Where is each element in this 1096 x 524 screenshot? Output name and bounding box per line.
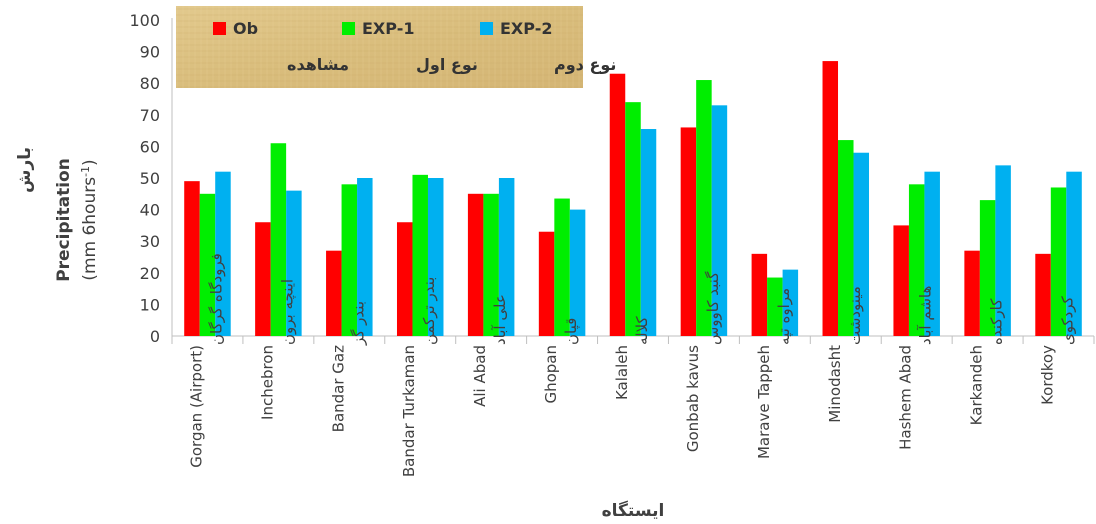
category-label-fa: بندر گز (349, 301, 367, 346)
category-label-en: Inchebron (258, 345, 276, 420)
y-axis-unit-suffix: ) (80, 159, 100, 166)
bar-ob-gonbab-kavus (680, 127, 697, 336)
bar-ob-bandar-turkaman (396, 222, 413, 336)
bar-exp-2-bandar-turkaman (427, 178, 444, 336)
y-tick-label: 50 (140, 169, 160, 188)
legend-label-exp-2: EXP-2 (500, 19, 552, 38)
category-label-fa: مینودشت (846, 286, 864, 345)
category-label-fa: فرودگاه گرگان (208, 253, 226, 345)
y-axis-unit-prefix: (mm 6hours (80, 177, 100, 281)
category-label-en: Minodasht (826, 345, 844, 423)
bar-ob-ghopan (538, 231, 555, 336)
category-label-en: Karkandeh (968, 345, 986, 425)
y-tick-label: 30 (140, 232, 160, 251)
bar-exp-1-gonbab-kavus (696, 80, 712, 336)
bar-exp-1-karkandeh (979, 200, 996, 336)
category-label-fa: هاشم آباد (917, 286, 935, 345)
category-label-fa: کردکوی (1059, 295, 1077, 345)
bar-exp-1-kordkoy (1050, 187, 1067, 336)
y-axis-title-line2: (mm 6hours-1) (79, 159, 100, 280)
y-tick-label: 20 (140, 264, 160, 283)
bar-ob-karkandeh (964, 250, 980, 336)
bar-exp-1-bandar-gaz (341, 184, 358, 336)
category-label-en: Hashem Abad (897, 345, 915, 450)
category-label-fa: قپان (562, 318, 581, 345)
bar-exp-2-minodasht (853, 152, 870, 336)
bar-exp-1-inchebron (270, 143, 287, 336)
bar-exp-1-ali-abad (483, 193, 499, 336)
y-tick-label: 70 (140, 106, 160, 125)
category-label-en: Ghopan (542, 345, 560, 404)
category-label-fa: گنبد کاووس (704, 271, 722, 345)
bar-exp-1-hashem-abad (908, 184, 925, 336)
x-axis-title: ایستگاه (602, 500, 665, 521)
y-axis-title-fa: بارش (15, 147, 35, 193)
bar-exp-2-marave-tappeh (782, 269, 799, 336)
bar-exp-2-bandar-gaz (357, 178, 373, 336)
bar-exp-1-marave-tappeh (767, 277, 783, 336)
category-label-fa: کلاله (633, 315, 651, 345)
y-tick-label: 60 (140, 137, 160, 156)
category-label-en: Bandar Turkaman (400, 345, 418, 477)
bar-exp-2-gonbab-kavus (711, 105, 728, 336)
bar-ob-gorgan-airport (184, 181, 200, 336)
bar-exp-2-ghopan (569, 209, 586, 336)
legend-swatch-exp-2 (480, 22, 493, 35)
bar-ob-bandar-gaz (326, 250, 342, 336)
category-label-fa: علی آباد (491, 294, 509, 345)
legend-label-exp-1: EXP-1 (362, 19, 414, 38)
bar-ob-kordkoy (1035, 253, 1051, 336)
category-label-en: Gonbab kavus (684, 345, 702, 452)
bar-exp-2-ali-abad (498, 178, 515, 336)
y-tick-label: 80 (140, 74, 160, 93)
bar-ob-hashem-abad (893, 225, 909, 336)
bar-exp-1-ghopan (554, 198, 570, 336)
y-tick-label: 40 (140, 201, 160, 220)
bar-exp-1-gorgan-airport (199, 193, 216, 336)
bar-ob-marave-tappeh (751, 253, 768, 336)
bar-exp-2-karkandeh (995, 165, 1011, 336)
y-axis-unit-sup: -1 (79, 166, 92, 177)
y-tick-label: 90 (140, 43, 160, 62)
legend-swatch-exp-1 (342, 22, 355, 35)
category-label-fa: مراوه تپه (775, 288, 794, 345)
bar-exp-2-kordkoy (1066, 171, 1082, 336)
bar-exp-2-gorgan-airport (215, 171, 231, 336)
bar-exp-1-bandar-turkaman (412, 174, 428, 336)
bar-exp-1-minodasht (838, 140, 854, 336)
y-tick-label: 10 (140, 295, 160, 314)
category-label-fa: اینچه برون (278, 279, 296, 345)
bar-exp-1-kalaleh (625, 102, 641, 336)
bars (184, 61, 1082, 336)
bar-ob-minodasht (822, 61, 839, 336)
y-axis-title: بارش Precipitation (mm 6hours-1) (15, 147, 100, 282)
bar-ob-kalaleh (609, 73, 626, 336)
y-tick-label: 100 (129, 11, 160, 30)
bar-exp-2-inchebron (286, 190, 302, 336)
bar-ob-ali-abad (467, 193, 484, 336)
bar-exp-2-hashem-abad (924, 171, 940, 336)
y-tick-labels: 0 10 20 30 40 50 60 70 80 90 100 (129, 11, 160, 346)
category-label-en: Kalaleh (613, 345, 631, 400)
legend-swatch-ob (213, 22, 226, 35)
category-label-en: Kordkoy (1039, 345, 1057, 405)
bar-ob-inchebron (255, 222, 271, 336)
legend-label-fa-exp-2: نوع دوم (554, 55, 616, 74)
y-tick-label: 0 (150, 327, 160, 346)
category-label-fa: بندر ترکمن (420, 277, 438, 345)
category-label-en: Marave Tappeh (755, 345, 773, 459)
category-label-en: Bandar Gaz (329, 345, 347, 432)
category-label-en: Ali Abad (471, 345, 489, 407)
category-labels: Gorgan (Airport)فرودگاه گرگان Inchebronای… (188, 253, 1077, 477)
legend-texture (176, 6, 583, 88)
y-axis-title-line1: Precipitation (54, 158, 74, 282)
legend-label-fa-ob: مشاهده (287, 55, 349, 74)
category-label-fa: کارکنده (988, 298, 1006, 345)
legend-label-ob: Ob (233, 19, 258, 38)
legend-label-fa-exp-1: نوع اول (416, 55, 478, 74)
bar-exp-2-kalaleh (640, 129, 657, 336)
category-label-en: Gorgan (Airport) (188, 345, 206, 468)
